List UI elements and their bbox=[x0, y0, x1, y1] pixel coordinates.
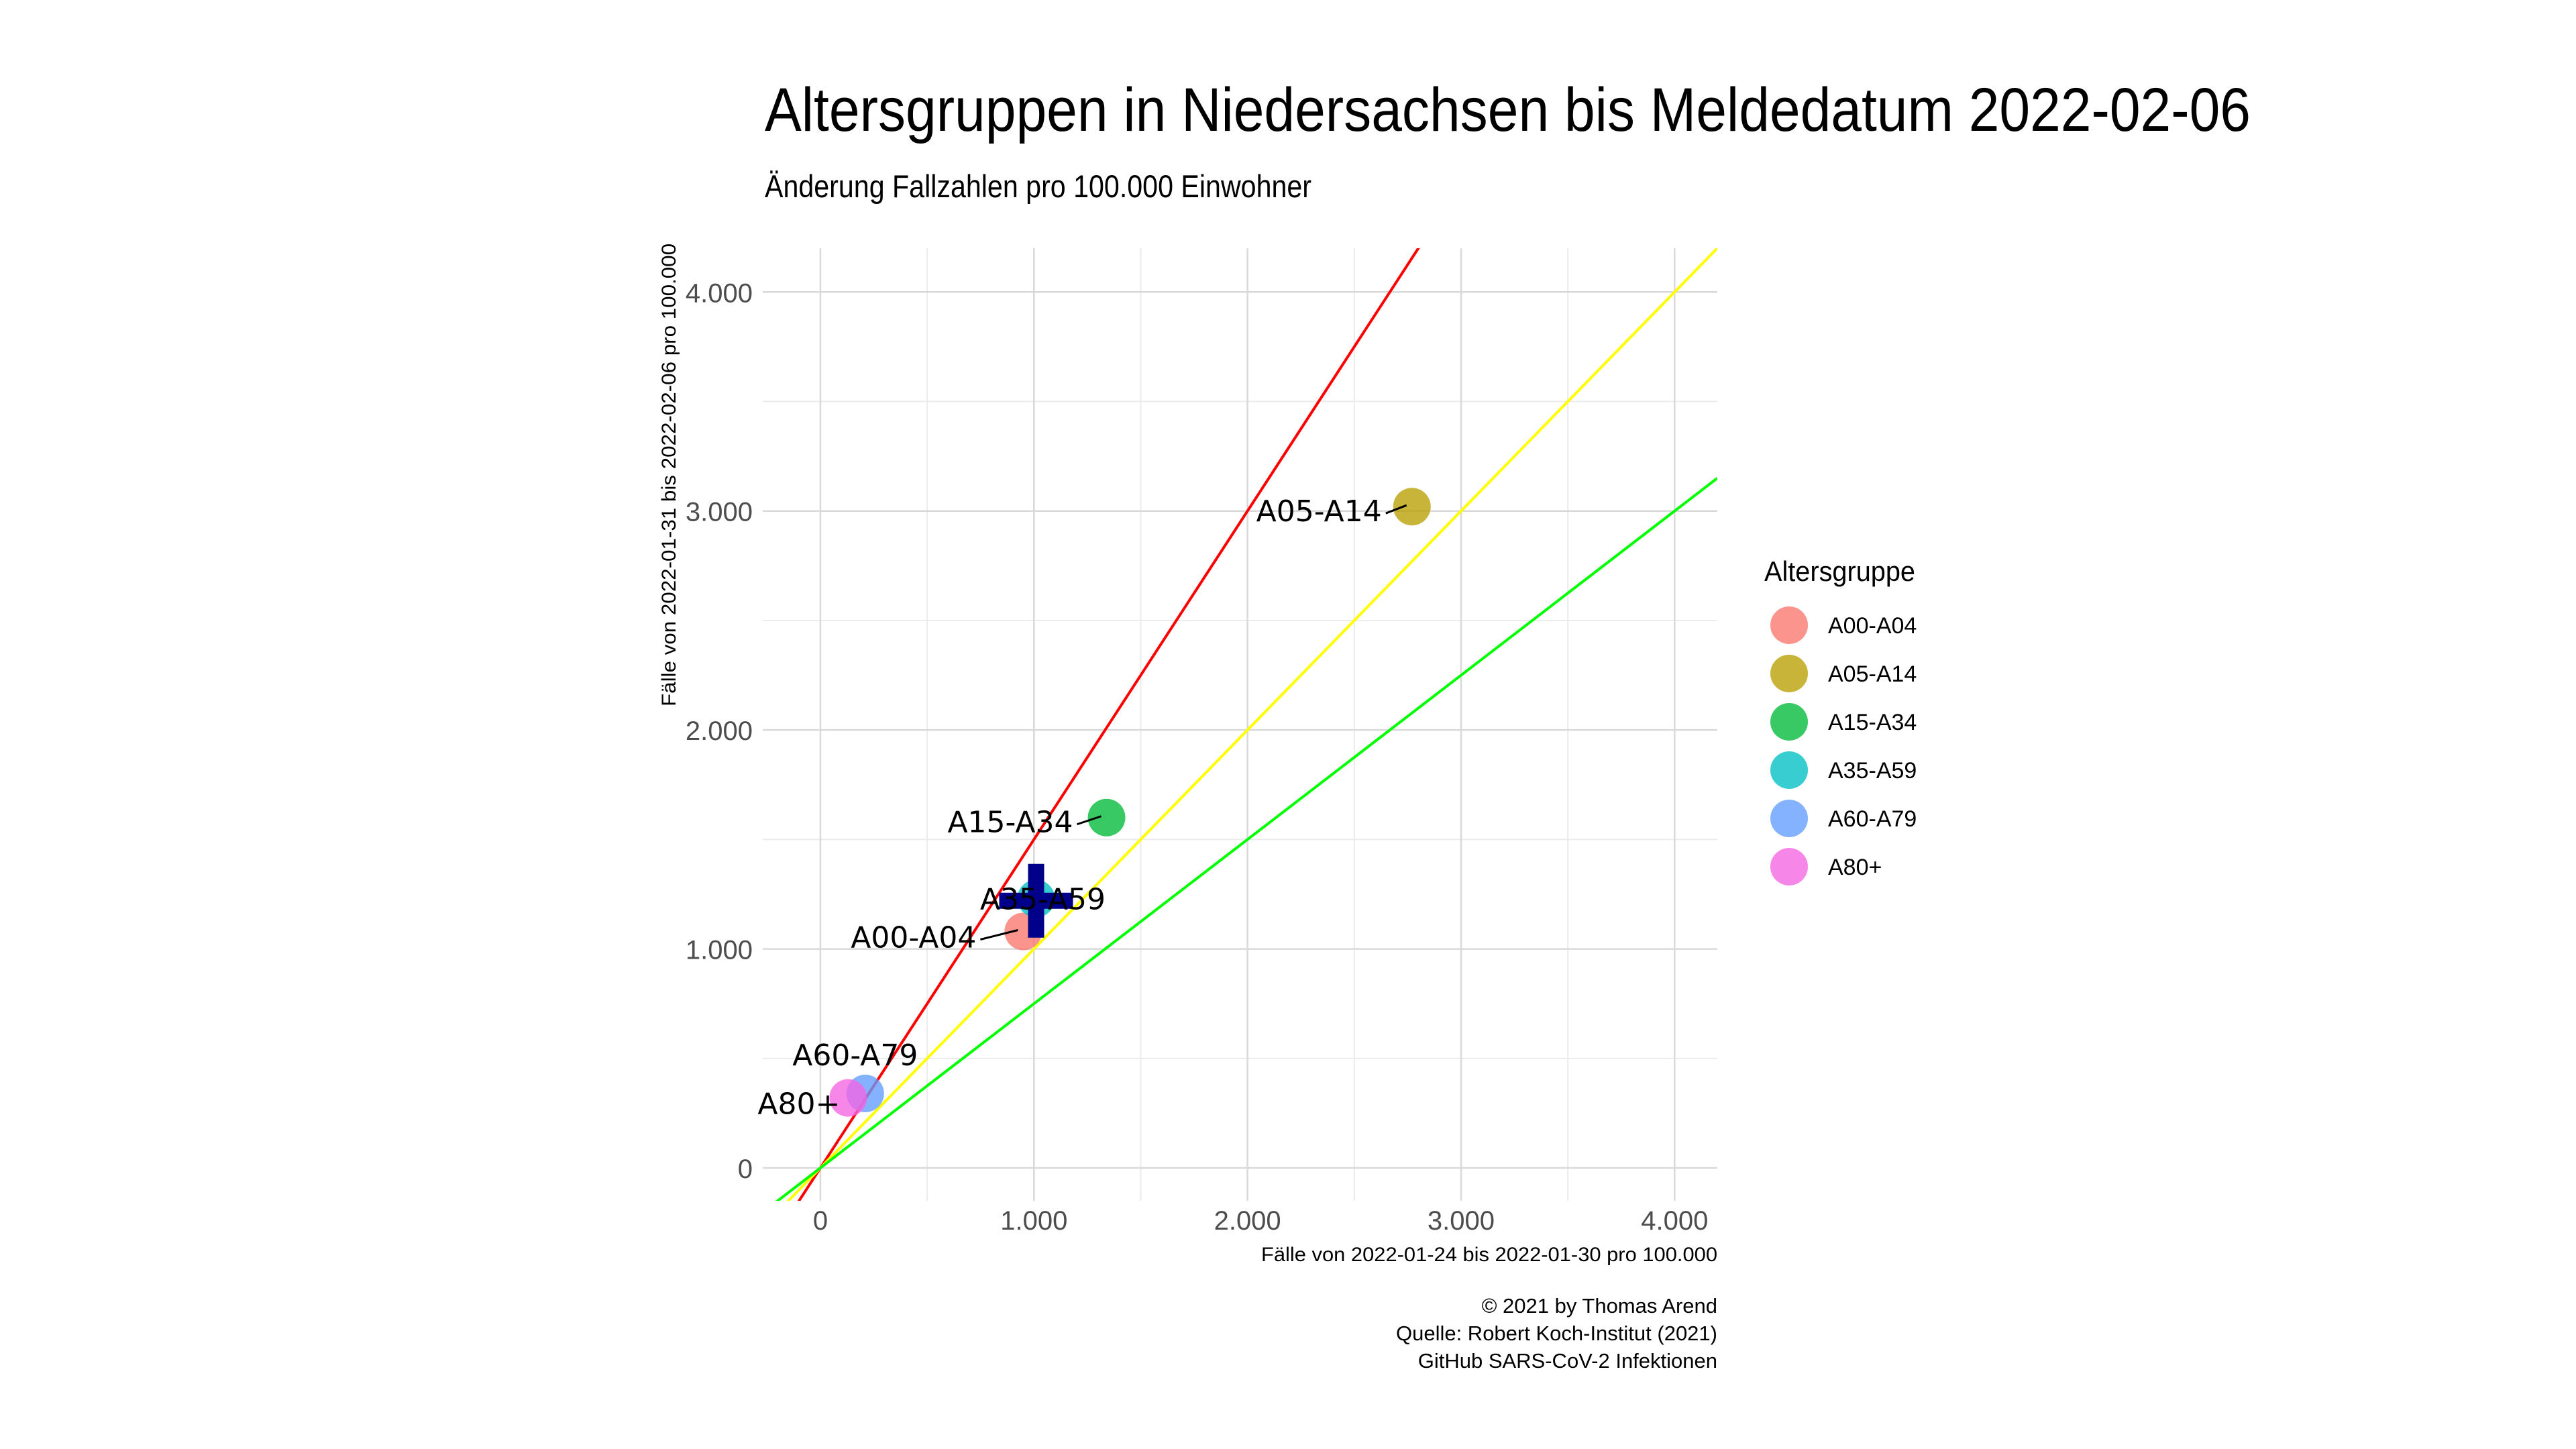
point-label: A15-A34 bbox=[947, 806, 1073, 840]
axes: 0 1.000 2.000 3.000 4.000 0 1.000 2.000 3.000 4.0… bbox=[686, 278, 1708, 1236]
data-points bbox=[829, 488, 1431, 1117]
label-leader-line bbox=[1077, 815, 1102, 826]
data-point bbox=[829, 1079, 867, 1117]
legend-key bbox=[1770, 606, 1808, 644]
legend-key bbox=[1770, 703, 1808, 741]
x-tick-label: 1.000 bbox=[1000, 1206, 1067, 1236]
point-label: A80+ bbox=[757, 1087, 840, 1122]
y-tick-label: 4.000 bbox=[686, 278, 753, 308]
point-labels: A00-A04 A05-A14 A15-A34 A35-A59 A60-A79 A80+ bbox=[757, 494, 1407, 1122]
legend-label: A80+ bbox=[1828, 855, 1882, 880]
label-leader-line bbox=[1385, 504, 1407, 515]
chart-subtitle: Änderung Fallzahlen pro 100.000 Einwohne… bbox=[765, 168, 1311, 204]
reference-line bbox=[786, 248, 1717, 1201]
legend-key bbox=[1770, 751, 1808, 789]
legend-label: A60-A79 bbox=[1828, 806, 1917, 832]
reference-line bbox=[775, 477, 1717, 1201]
point-label: A00-A04 bbox=[851, 920, 976, 955]
data-point bbox=[1393, 488, 1431, 526]
x-tick-label: 4.000 bbox=[1641, 1206, 1708, 1236]
legend-label: A05-A14 bbox=[1828, 661, 1917, 687]
point-label: A60-A79 bbox=[792, 1038, 918, 1073]
point-label: A35-A59 bbox=[980, 883, 1106, 917]
data-point bbox=[1087, 798, 1126, 837]
x-tick-label: 3.000 bbox=[1428, 1206, 1495, 1236]
legend: Altersgruppe A00-A04 A05-A14 A15-A34 A35-A5… bbox=[1764, 555, 1917, 885]
plot-panel: 0 1.000 2.000 3.000 4.000 0 1.000 2.000 3.000 4.0… bbox=[686, 248, 1717, 1236]
legend-label: A00-A04 bbox=[1828, 613, 1917, 639]
caption-line-1: © 2021 by Thomas Arend bbox=[1482, 1294, 1717, 1318]
x-tick-label: 0 bbox=[813, 1206, 828, 1236]
legend-key bbox=[1770, 800, 1808, 837]
caption-line-3: GitHub SARS-CoV-2 Infektionen bbox=[1418, 1349, 1717, 1373]
legend-key bbox=[1770, 655, 1808, 692]
caption-line-2: Quelle: Robert Koch-Institut (2021) bbox=[1396, 1322, 1717, 1345]
reference-line bbox=[797, 248, 1420, 1201]
grid bbox=[763, 248, 1717, 1201]
label-leader-line bbox=[980, 929, 1018, 941]
x-axis-title: Fälle von 2022-01-24 bis 2022-01-30 pro … bbox=[1261, 1244, 1717, 1266]
y-tick-label: 0 bbox=[738, 1155, 753, 1184]
chart-title: Altersgruppen in Niedersachsen bis Melde… bbox=[765, 76, 2251, 144]
legend-key bbox=[1770, 848, 1808, 885]
x-tick-label: 2.000 bbox=[1214, 1206, 1281, 1236]
legend-label: A35-A59 bbox=[1828, 758, 1917, 784]
y-tick-label: 2.000 bbox=[686, 716, 753, 746]
y-tick-label: 3.000 bbox=[686, 498, 753, 527]
y-axis-title: Fälle von 2022-01-31 bis 2022-02-06 pro … bbox=[658, 244, 680, 706]
legend-label: A15-A34 bbox=[1828, 710, 1917, 735]
reference-lines bbox=[775, 248, 1717, 1201]
caption: © 2021 by Thomas Arend Quelle: Robert Ko… bbox=[1396, 1294, 1717, 1373]
y-tick-label: 1.000 bbox=[686, 936, 753, 965]
point-label: A05-A14 bbox=[1256, 494, 1382, 529]
legend-title: Altersgruppe bbox=[1764, 555, 1915, 587]
